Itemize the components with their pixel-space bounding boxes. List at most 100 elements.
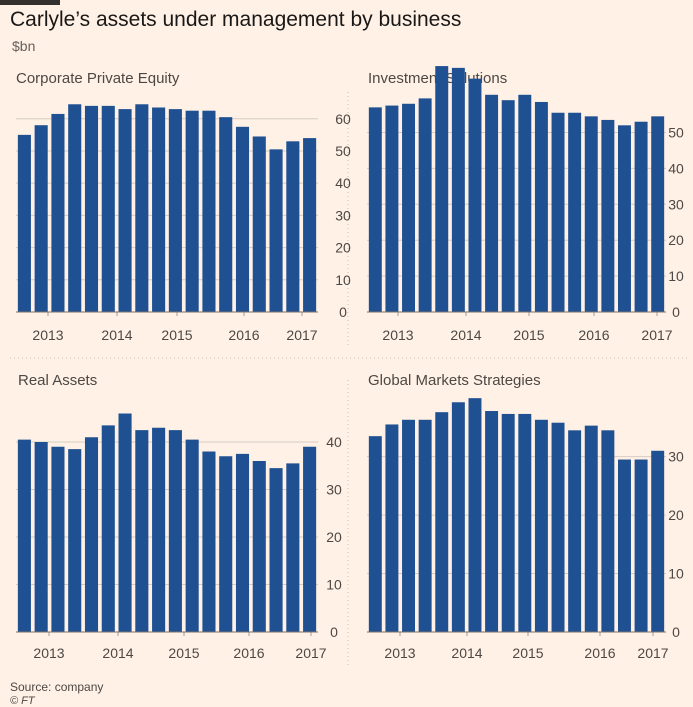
real-assets-y-tick-label: 30: [326, 482, 342, 498]
investment-solutions-bar: [368, 107, 382, 312]
global-markets-strategies-bar: [435, 412, 449, 632]
global-markets-strategies-x-tick-label: 2016: [584, 645, 615, 661]
investment-solutions-bar: [634, 121, 648, 312]
investment-solutions-x-tick-label: 2015: [513, 327, 544, 343]
corporate-private-equity-y-tick-label: 60: [335, 111, 351, 127]
corporate-private-equity-bar: [17, 134, 31, 312]
corporate-private-equity-bar: [135, 104, 149, 312]
corporate-private-equity-bar: [219, 117, 233, 312]
corporate-private-equity-bar: [185, 110, 199, 313]
corporate-private-equity-bar: [202, 110, 216, 313]
corporate-private-equity-bar: [269, 149, 283, 312]
investment-solutions-bar: [551, 112, 565, 312]
global-markets-strategies-bar: [468, 398, 482, 632]
global-markets-strategies-bar: [601, 430, 615, 632]
corporate-private-equity-x-tick-label: 2017: [286, 327, 317, 343]
panel-title-global-markets-strategies: Global Markets Strategies: [368, 372, 541, 389]
real-assets-y-tick-label: 40: [326, 434, 342, 450]
real-assets-bar: [17, 439, 31, 632]
corporate-private-equity-y-tick-label: 20: [335, 240, 351, 256]
investment-solutions-bar: [584, 116, 598, 313]
global-markets-strategies-bar: [617, 459, 631, 632]
real-assets-bar: [252, 461, 266, 632]
investment-solutions-bar: [568, 112, 582, 312]
source-note: Source: company: [10, 680, 104, 694]
real-assets-bar: [202, 451, 216, 632]
global-markets-strategies-bar: [651, 450, 665, 632]
global-markets-strategies-bar: [418, 419, 432, 632]
real-assets-bar: [51, 446, 65, 632]
investment-solutions-y-tick-label: 50: [668, 124, 684, 140]
corporate-private-equity-x-tick-label: 2014: [101, 327, 132, 343]
corporate-private-equity-bar: [303, 138, 317, 312]
corporate-private-equity-y-tick-label: 0: [339, 304, 347, 320]
corporate-private-equity-y-tick-label: 40: [335, 175, 351, 191]
real-assets-bar: [68, 449, 82, 632]
real-assets-y-tick-label: 0: [330, 624, 338, 640]
ft-credit: © FT: [10, 695, 35, 707]
investment-solutions-bar: [534, 101, 548, 313]
investment-solutions-bar: [617, 125, 631, 312]
investment-solutions-bar: [385, 105, 399, 312]
real-assets-bar: [235, 453, 250, 632]
global-markets-strategies-y-tick-label: 10: [668, 566, 684, 582]
global-markets-strategies-bar: [518, 413, 532, 632]
investment-solutions-y-tick-label: 10: [668, 268, 684, 284]
real-assets-bar: [168, 430, 182, 632]
investment-solutions-bar: [402, 103, 416, 312]
investment-solutions-x-tick-label: 2013: [382, 327, 413, 343]
real-assets-bar: [152, 427, 166, 632]
ft-top-bar: [0, 0, 60, 5]
corporate-private-equity-bar: [51, 113, 65, 312]
corporate-private-equity-x-tick-label: 2016: [228, 327, 259, 343]
global-markets-strategies-bar: [534, 419, 548, 632]
global-markets-strategies-bar: [485, 411, 499, 632]
global-markets-strategies-y-tick-label: 20: [668, 507, 684, 523]
global-markets-strategies-bar: [402, 419, 416, 632]
real-assets-x-tick-label: 2015: [168, 645, 199, 661]
real-assets-y-tick-label: 10: [326, 577, 342, 593]
investment-solutions-bar: [651, 116, 665, 313]
chart-subtitle: $bn: [12, 38, 36, 54]
investment-solutions-x-tick-label: 2014: [450, 327, 481, 343]
real-assets-bar: [219, 456, 233, 632]
real-assets-bar: [303, 446, 317, 632]
corporate-private-equity-bar: [118, 109, 132, 313]
panel-title-real-assets: Real Assets: [18, 372, 98, 389]
corporate-private-equity-bar: [152, 107, 166, 312]
real-assets-x-tick-label: 2016: [233, 645, 264, 661]
investment-solutions-bar: [501, 100, 515, 312]
corporate-private-equity-x-tick-label: 2013: [32, 327, 63, 343]
global-markets-strategies-bar: [551, 422, 565, 632]
global-markets-strategies-bar: [451, 402, 465, 632]
real-assets-bar: [135, 430, 149, 632]
corporate-private-equity-bar: [84, 105, 99, 312]
corporate-private-equity-bar: [68, 104, 82, 312]
investment-solutions-x-tick-label: 2016: [578, 327, 609, 343]
corporate-private-equity-bar: [168, 109, 182, 313]
global-markets-strategies-x-tick-label: 2017: [637, 645, 668, 661]
corporate-private-equity-x-tick-label: 2015: [161, 327, 192, 343]
real-assets-bar: [84, 437, 99, 632]
real-assets-bar: [118, 413, 132, 632]
chart-title: Carlyle’s assets under management by bus…: [10, 8, 462, 31]
global-markets-strategies-bar: [568, 430, 582, 632]
real-assets-bar: [286, 463, 300, 632]
global-markets-strategies-bar: [634, 459, 648, 632]
real-assets-y-tick-label: 20: [326, 529, 342, 545]
investment-solutions-bar: [601, 119, 615, 312]
global-markets-strategies-y-tick-label: 30: [668, 449, 684, 465]
investment-solutions-y-tick-label: 0: [672, 304, 680, 320]
investment-solutions-bar: [418, 98, 432, 312]
investment-solutions-x-tick-label: 2017: [641, 327, 672, 343]
investment-solutions-bar: [485, 94, 499, 313]
global-markets-strategies-bar: [584, 425, 598, 632]
investment-solutions-bar: [468, 78, 482, 312]
investment-solutions-bar: [451, 67, 465, 312]
investment-solutions-bar: [518, 94, 532, 313]
investment-solutions-y-tick-label: 40: [668, 160, 684, 176]
global-markets-strategies-x-tick-label: 2013: [384, 645, 415, 661]
corporate-private-equity-bar: [286, 141, 300, 312]
global-markets-strategies-x-tick-label: 2014: [451, 645, 482, 661]
